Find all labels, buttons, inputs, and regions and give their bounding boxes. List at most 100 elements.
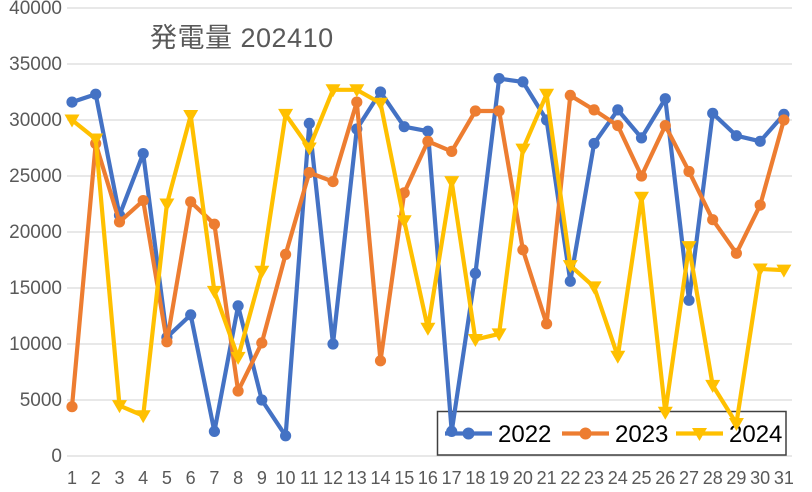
- x-axis-tick-label: 26: [655, 468, 675, 488]
- y-axis-tick-label: 30000: [9, 110, 62, 131]
- y-axis-labels: 0 5000 10000 15000 20000 25000 30000 35000 40000: [9, 0, 62, 467]
- data-point: [562, 260, 578, 274]
- x-axis-tick-label: 13: [347, 468, 367, 488]
- data-point: [303, 117, 315, 129]
- x-axis-tick-label: 9: [257, 468, 267, 488]
- data-point: [135, 410, 151, 424]
- data-point: [232, 385, 244, 397]
- data-point: [776, 264, 792, 278]
- x-axis-tick-label: 27: [679, 468, 699, 488]
- data-point: [657, 406, 673, 420]
- x-axis-tick-label: 11: [300, 468, 319, 488]
- x-axis-tick-label: 12: [323, 468, 343, 488]
- data-point: [373, 97, 388, 111]
- data-point: [256, 394, 268, 406]
- legend: 2022 2023 2024: [436, 410, 787, 456]
- data-point: [301, 142, 317, 156]
- data-point: [728, 418, 744, 431]
- data-point: [444, 176, 460, 190]
- data-point: [541, 318, 553, 330]
- y-axis-tick-label: 10000: [9, 334, 62, 355]
- data-point: [778, 114, 790, 126]
- x-axis-tick-label: 25: [632, 468, 652, 488]
- y-axis-tick-label: 35000: [9, 54, 62, 75]
- data-point: [208, 218, 220, 230]
- data-point: [491, 328, 507, 342]
- data-point: [183, 110, 199, 123]
- data-point: [588, 104, 600, 116]
- data-point: [112, 400, 127, 414]
- data-point: [612, 104, 624, 116]
- data-point: [493, 73, 505, 85]
- legend-triangle-icon: [692, 428, 707, 441]
- data-point: [446, 425, 458, 437]
- data-point: [586, 281, 602, 295]
- gridlines: [67, 7, 792, 457]
- data-point: [539, 88, 555, 102]
- data-point: [659, 93, 671, 105]
- data-point: [303, 167, 315, 179]
- x-axis-tick-label: 10: [276, 468, 296, 488]
- series-2022: [66, 73, 790, 442]
- data-point: [681, 241, 697, 255]
- x-axis-tick-label: 14: [370, 468, 390, 488]
- data-point: [280, 430, 292, 442]
- x-axis-tick-label: 4: [138, 468, 148, 488]
- data-point: [278, 108, 294, 122]
- data-point: [90, 88, 102, 100]
- x-axis-tick-label: 19: [489, 468, 509, 488]
- x-axis-tick-label: 16: [418, 468, 438, 488]
- data-point: [254, 265, 270, 279]
- data-point: [422, 135, 434, 147]
- data-point: [398, 121, 410, 133]
- x-axis-labels: 1 2 3 4 5 6 7 8 9 10 11 12 13 14 15 16 17 18 19 20 21 22 23 24 2…: [67, 468, 794, 488]
- y-axis-tick-label: 15000: [9, 278, 62, 299]
- x-axis-tick-label: 6: [186, 468, 196, 488]
- data-point: [206, 285, 222, 299]
- x-axis-tick-label: 8: [233, 468, 243, 488]
- data-point: [634, 191, 649, 205]
- x-axis-tick-label: 17: [442, 468, 462, 488]
- x-axis-tick-label: 2: [91, 468, 101, 488]
- data-point: [327, 176, 339, 188]
- data-point: [159, 198, 175, 212]
- data-point: [256, 337, 268, 349]
- x-axis-tick-label: 29: [726, 468, 746, 488]
- data-point: [754, 135, 766, 147]
- series-2024: [64, 84, 792, 431]
- x-axis-tick-label: 5: [162, 468, 172, 488]
- data-point: [752, 263, 768, 277]
- y-axis-tick-label: 40000: [9, 0, 62, 19]
- x-axis-tick-label: 18: [465, 468, 485, 488]
- data-point: [610, 350, 626, 364]
- data-point: [564, 89, 576, 101]
- data-point: [446, 145, 458, 157]
- data-point: [325, 84, 341, 98]
- legend-item-2023[interactable]: 2023: [562, 421, 668, 448]
- x-axis-tick-label: 20: [513, 468, 533, 488]
- y-axis-tick-label: 20000: [9, 222, 62, 243]
- y-axis-tick-label: 25000: [9, 166, 62, 187]
- x-axis-tick-label: 7: [209, 468, 219, 488]
- data-point: [707, 107, 719, 119]
- x-axis-tick-label: 22: [560, 468, 580, 488]
- data-point: [469, 267, 481, 279]
- data-point: [64, 114, 80, 128]
- x-axis-tick-label: 1: [67, 468, 77, 488]
- data-point: [396, 215, 412, 229]
- series-2023: [66, 89, 790, 413]
- data-point: [398, 187, 410, 199]
- legend-item-2024[interactable]: 2024: [676, 421, 782, 448]
- x-axis-tick-label: 23: [584, 468, 604, 488]
- x-axis-tick-label: 28: [703, 468, 723, 488]
- legend-label: 2022: [498, 421, 551, 448]
- data-point: [420, 322, 436, 336]
- y-axis-tick-label: 5000: [20, 390, 62, 411]
- data-point: [232, 300, 244, 312]
- data-point: [137, 195, 149, 207]
- data-point: [707, 214, 719, 226]
- data-point: [280, 248, 292, 260]
- data-point: [515, 143, 531, 157]
